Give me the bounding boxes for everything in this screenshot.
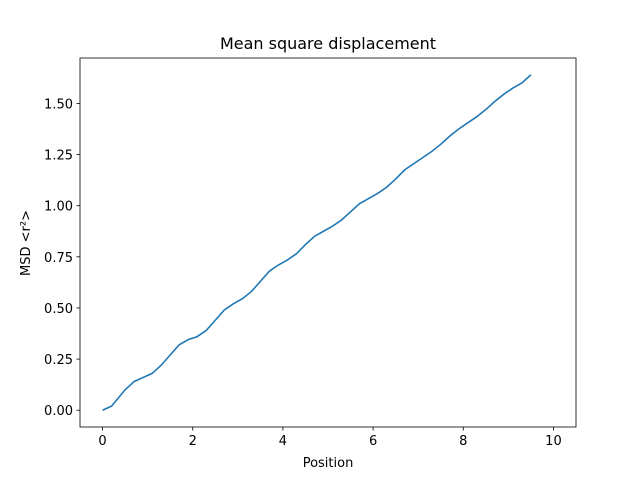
x-tick-label: 4: [279, 434, 287, 449]
y-tick-label: 1.25: [44, 149, 73, 164]
y-tick-label: 0.25: [44, 353, 73, 368]
x-axis-label: Position: [303, 456, 354, 471]
line-series: [102, 74, 532, 411]
x-tick-label: 6: [369, 434, 377, 449]
x-tick-label: 2: [189, 434, 197, 449]
plot-frame: [79, 57, 577, 428]
y-tick-label: 1.00: [44, 200, 73, 215]
x-tick-label: 0: [98, 434, 106, 449]
x-tick-label: 8: [459, 434, 467, 449]
y-tick-label: 0.50: [44, 302, 73, 317]
y-tick-label: 0.75: [44, 251, 73, 266]
chart-title: Mean square displacement: [220, 34, 436, 53]
y-tick-label: 0.00: [44, 404, 73, 419]
y-tick-label: 1.50: [44, 97, 73, 112]
x-tick-label: 10: [545, 434, 562, 449]
y-axis-label: MSD <r²>: [19, 210, 34, 276]
